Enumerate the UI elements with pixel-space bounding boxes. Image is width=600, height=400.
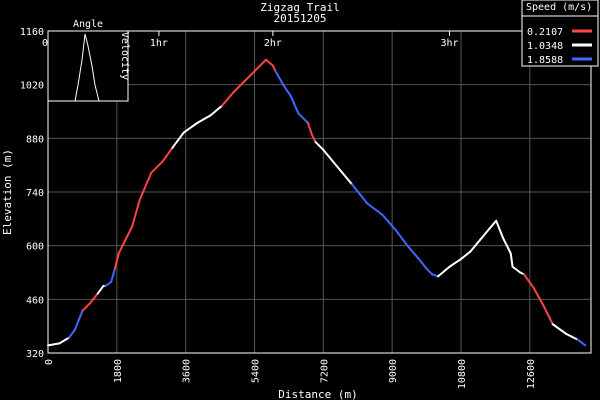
- elevation-segment: [196, 114, 212, 124]
- y-tick-label: 460: [26, 295, 44, 306]
- y-axis-ticks: 320 460 600 740 880 1020 1160: [20, 27, 44, 360]
- inset-curve: [74, 33, 100, 102]
- y-tick-label: 320: [26, 349, 44, 360]
- elevation-segment: [89, 292, 99, 305]
- elevation-segment: [406, 244, 420, 261]
- elevation-segment: [551, 323, 568, 335]
- inset-frame: [47, 30, 129, 102]
- elevation-segment: [431, 273, 440, 278]
- elevation-segment: [448, 258, 462, 268]
- y-tick-label: 1160: [20, 27, 44, 38]
- elevation-segment: [425, 267, 434, 276]
- inset-ylabel: Velocity: [119, 32, 130, 80]
- x-tick-label: 1800: [113, 359, 124, 383]
- elevation-segment: [310, 133, 317, 144]
- elevation-segment: [542, 304, 554, 326]
- x-tick-label: 12600: [526, 359, 537, 389]
- elevation-segment: [113, 252, 120, 270]
- elevation-segment: [351, 183, 369, 205]
- chart-subtitle: 20151205: [274, 12, 327, 25]
- elevation-segment: [73, 309, 84, 331]
- x-tick-label: 10800: [457, 359, 468, 389]
- elevation-segment: [150, 160, 164, 174]
- elevation-series: [47, 58, 587, 347]
- elevation-segment: [68, 329, 76, 339]
- plot-frame: [47, 30, 592, 354]
- time-tick-label: 1hr: [150, 38, 168, 49]
- elevation-segment: [274, 70, 285, 86]
- y-tick-label: 740: [26, 188, 44, 199]
- x-tick-label: 3600: [182, 359, 193, 383]
- elevation-segment: [131, 198, 141, 228]
- elevation-segment: [417, 258, 428, 270]
- x-tick-label: 9000: [388, 359, 399, 383]
- x-tick-label: 0: [44, 359, 55, 365]
- elevation-segment: [523, 273, 535, 289]
- elevation-segment: [307, 122, 313, 136]
- x-tick-label: 5400: [250, 359, 261, 383]
- elevation-segment: [366, 202, 384, 216]
- elevation-segment: [479, 227, 491, 241]
- elevation-segment: [58, 336, 71, 345]
- x-tick-label: 7200: [319, 359, 330, 383]
- elevation-segment: [110, 267, 116, 284]
- elevation-segment: [255, 58, 267, 71]
- elevation-segment: [243, 68, 258, 82]
- legend: Speed (m/s) 0.2107 1.0348 1.8588: [521, 0, 599, 67]
- elevation-segment: [282, 83, 292, 98]
- legend-entry-label: 0.2107: [527, 27, 563, 38]
- elevation-segment: [232, 79, 246, 94]
- inset-title: Angle: [73, 19, 103, 30]
- elevation-segment: [532, 286, 545, 307]
- elevation-segment: [495, 219, 505, 239]
- legend-entry-label: 1.8588: [527, 55, 563, 66]
- elevation-segment: [459, 250, 472, 261]
- elevation-segment: [209, 104, 223, 117]
- legend-entry-label: 1.0348: [527, 41, 563, 52]
- elevation-segment: [47, 342, 61, 347]
- elevation-segment: [576, 338, 587, 347]
- elevation-segment: [104, 281, 113, 287]
- chart-title: Zigzag Trail: [260, 1, 339, 14]
- y-tick-label: 600: [26, 242, 44, 253]
- elevation-segment: [264, 58, 274, 67]
- time-tick-label: 2hr: [264, 38, 282, 49]
- elevation-segment: [220, 91, 235, 107]
- elevation-segment: [565, 332, 579, 341]
- angle-velocity-inset: Angle Velocity: [47, 19, 130, 102]
- elevation-segment: [123, 225, 134, 243]
- elevation-segment: [502, 237, 512, 255]
- elevation-segment: [161, 146, 174, 163]
- elevation-segment: [297, 112, 310, 124]
- elevation-segment: [437, 265, 451, 278]
- elevation-segment: [271, 64, 277, 73]
- elevation-segment: [394, 229, 409, 247]
- elevation-segment: [289, 95, 300, 115]
- elevation-segment: [331, 160, 344, 174]
- time-tick-label: 3hr: [440, 38, 458, 49]
- x-axis-ticks: 0 1800 3600 5400 7200 9000 10800 12600: [44, 359, 537, 389]
- y-tick-label: 1020: [20, 81, 44, 92]
- elevation-segment: [171, 131, 185, 149]
- elevation-segment: [117, 240, 126, 255]
- elevation-segment: [81, 302, 92, 312]
- y-axis-label: Elevation (m): [1, 149, 14, 235]
- x-axis-label: Distance (m): [278, 388, 357, 400]
- elevation-segment: [322, 148, 334, 163]
- elevation-segment: [469, 238, 482, 253]
- elevation-segment: [381, 214, 397, 232]
- legend-entries: 0.2107 1.0348 1.8588: [527, 27, 592, 66]
- elevation-segment: [341, 171, 354, 186]
- elevation-segment: [182, 122, 199, 134]
- elevation-segment: [509, 252, 514, 268]
- elevation-segment: [314, 141, 325, 151]
- legend-box: [521, 0, 599, 67]
- elevation-segment: [96, 284, 105, 295]
- legend-title: Speed (m/s): [526, 2, 592, 13]
- elevation-segment: [511, 265, 522, 274]
- y-tick-label: 880: [26, 134, 44, 145]
- elevation-segment: [488, 219, 498, 230]
- elevation-segment: [138, 171, 153, 201]
